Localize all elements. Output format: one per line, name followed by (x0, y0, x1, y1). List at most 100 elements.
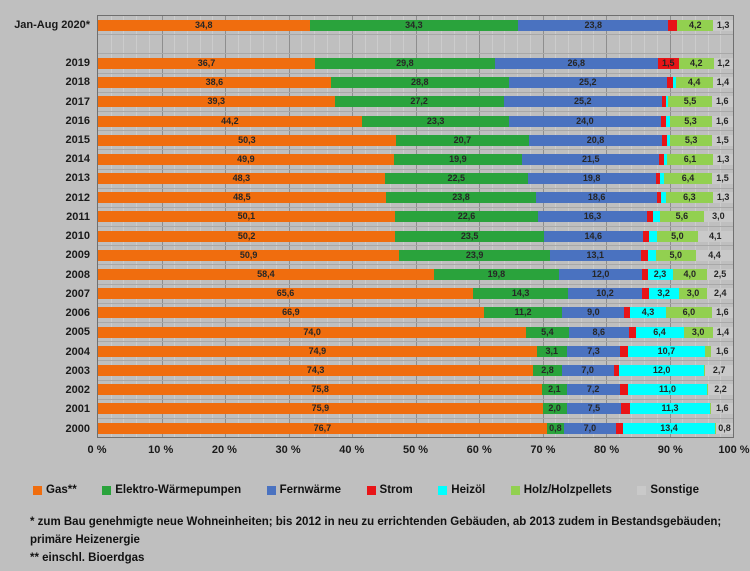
segment-holz-holzpellets (715, 422, 716, 434)
segment-value-label: 5,3 (684, 115, 697, 126)
segment-elektro-w-rmepumpen: 22,5 (384, 173, 528, 185)
x-axis-ticks: 0 % 10 % 20 % 30 % 40 % 50 % 60 % 70 % 80 % 90 % 1… (88, 444, 750, 460)
segment-fernw-rme: 26,8 (494, 57, 658, 69)
segment-value-label: 2,5 (713, 269, 727, 280)
segment-value-label: 1,6 (715, 345, 729, 356)
segment-elektro-w-rmepumpen: 27,2 (334, 96, 504, 108)
legend-label: Elektro-Wärmepumpen (115, 484, 242, 496)
footnote-line-1: * zum Bau genehmigte neue Wohneinheiten;… (30, 516, 722, 546)
plot-area: 34,8 34,3 23,8 4,2 1,3 36,7 29,8 26,8 1,5 4,2 1,2 3… (97, 15, 734, 438)
segment-value-label: 5,6 (675, 211, 689, 222)
segment-value-label: 6,3 (683, 192, 696, 203)
segment-value-label: 6,4 (653, 326, 666, 337)
segment-value-label: 23,9 (465, 249, 484, 260)
x-axis-tick-label: 20 % (211, 444, 237, 456)
chart-row-spacer (98, 35, 733, 55)
footnotes: * zum Bau genehmigte neue Wohneinheiten;… (30, 513, 750, 567)
segment-value-label: 50,9 (239, 249, 258, 260)
segment-value-label: 22,6 (457, 211, 476, 222)
segment-value-label: 48,5 (233, 192, 251, 203)
segment-value-label: 25,2 (573, 96, 592, 107)
segment-sonstige: 1,5 (712, 173, 733, 185)
segment-value-label: 27,2 (410, 96, 428, 107)
x-axis-tick-label: 90 % (657, 444, 683, 456)
segment-holz-holzpellets: 5,5 (668, 96, 712, 108)
segment-gas-: 66,9 (98, 307, 484, 319)
chart-row-jan-aug-2020-: 34,8 34,3 23,8 4,2 1,3 (98, 16, 733, 36)
legend-item-sonstige: Sonstige (637, 484, 699, 496)
legend-swatch-icon (438, 485, 448, 495)
segment-gas-: 48,5 (98, 192, 386, 204)
x-axis-tick-label: 40 % (339, 444, 365, 456)
segment-strom (619, 384, 629, 396)
segment-sonstige: 1,4 (712, 77, 733, 89)
legend-label: Sonstige (650, 484, 699, 496)
stacked-bar: 44,2 23,3 24,0 5,3 1,6 (98, 115, 734, 127)
segment-value-label: 4,2 (690, 57, 703, 68)
segment-value-label: 22,5 (447, 173, 465, 184)
y-axis-label: 2009 (65, 249, 90, 262)
segment-value-label: 38,6 (205, 77, 224, 88)
y-axis-label-spacer (0, 34, 90, 53)
segment-value-label: 12,0 (652, 364, 671, 375)
chart-row-2011: 50,1 22,6 16,3 5,6 3,0 (98, 208, 734, 228)
segment-fernw-rme: 7,3 (566, 345, 621, 357)
segment-value-label: 6,1 (683, 153, 697, 164)
segment-value-label: 13,1 (586, 249, 605, 260)
segment-value-label: 3,0 (686, 288, 700, 299)
segment-value-label: 76,7 (313, 422, 332, 433)
segment-value-label: 1,3 (716, 153, 730, 164)
segment-value-label: 34,3 (405, 19, 423, 30)
segment-elektro-w-rmepumpen: 19,8 (433, 269, 560, 281)
segment-value-label: 19,8 (582, 173, 601, 184)
segment-value-label: 23,3 (426, 115, 445, 126)
segment-value-label: 75,8 (311, 384, 329, 395)
y-axis-label: 2012 (65, 191, 90, 204)
chart-legend: Gas** Elektro-Wärmepumpen Fernwärme Strom He… (33, 484, 699, 496)
segment-elektro-w-rmepumpen: 2,8 (533, 364, 562, 376)
y-axis-label: 2000 (65, 422, 90, 435)
segment-value-label: 3,1 (545, 345, 558, 356)
legend-swatch-icon (266, 485, 276, 495)
segment-value-label: 1,5 (716, 173, 729, 184)
segment-holz-holzpellets: 5,3 (669, 115, 712, 127)
stacked-bar: 36,7 29,8 26,8 1,5 4,2 1,2 (98, 57, 734, 69)
segment-strom (628, 326, 636, 338)
stacked-bar: 75,8 2,1 7,2 11,0 2,2 (98, 384, 734, 396)
y-axis-label: 2002 (65, 384, 90, 397)
segment-sonstige: 3,0 (703, 211, 734, 223)
segment-holz-holzpellets: 3,0 (683, 326, 713, 338)
segment-value-label: 20,8 (586, 134, 605, 145)
segment-heiz-l: 11,3 (629, 403, 711, 415)
chart-row-2010: 50,2 23,5 14,6 5,0 4,1 (98, 227, 733, 247)
segment-holz-holzpellets: 4,0 (672, 269, 707, 281)
segment-value-label: 5,3 (684, 134, 698, 145)
segment-value-label: 29,8 (396, 57, 414, 68)
segment-strom (661, 96, 666, 108)
y-axis-label: 2003 (65, 364, 90, 377)
stacked-bar: 34,8 34,3 23,8 4,2 1,3 (98, 19, 733, 31)
segment-value-label: 14,6 (584, 230, 603, 241)
segment-fernw-rme: 23,8 (518, 19, 669, 31)
segment-value-label: 3,0 (712, 211, 725, 222)
segment-strom (642, 269, 648, 281)
segment-holz-holzpellets: 6,4 (663, 173, 713, 185)
segment-elektro-w-rmepumpen: 23,8 (385, 192, 537, 204)
segment-strom: 1,5 (657, 57, 679, 69)
segment-holz-holzpellets: 5,3 (670, 134, 713, 146)
stacked-bar: 76,7 0,8 7,0 13,4 0,8 (98, 422, 734, 434)
legend-swatch-icon (366, 485, 376, 495)
segment-fernw-rme: 13,1 (549, 249, 641, 261)
segment-value-label: 2,7 (712, 364, 726, 375)
segment-elektro-w-rmepumpen: 23,3 (361, 115, 510, 127)
segment-holz-holzpellets: 6,3 (665, 192, 714, 204)
stacked-bar: 50,2 23,5 14,6 5,0 4,1 (98, 230, 733, 242)
segment-sonstige: 4,1 (697, 230, 733, 242)
segment-value-label: 1,4 (716, 326, 730, 337)
segment-strom (613, 364, 620, 376)
segment-value-label: 36,7 (197, 57, 216, 68)
x-axis-tick-label: 70 % (530, 444, 556, 456)
segment-value-label: 11,2 (514, 307, 532, 318)
segment-elektro-w-rmepumpen: 28,8 (330, 77, 509, 89)
segment-gas-: 58,4 (98, 269, 434, 281)
